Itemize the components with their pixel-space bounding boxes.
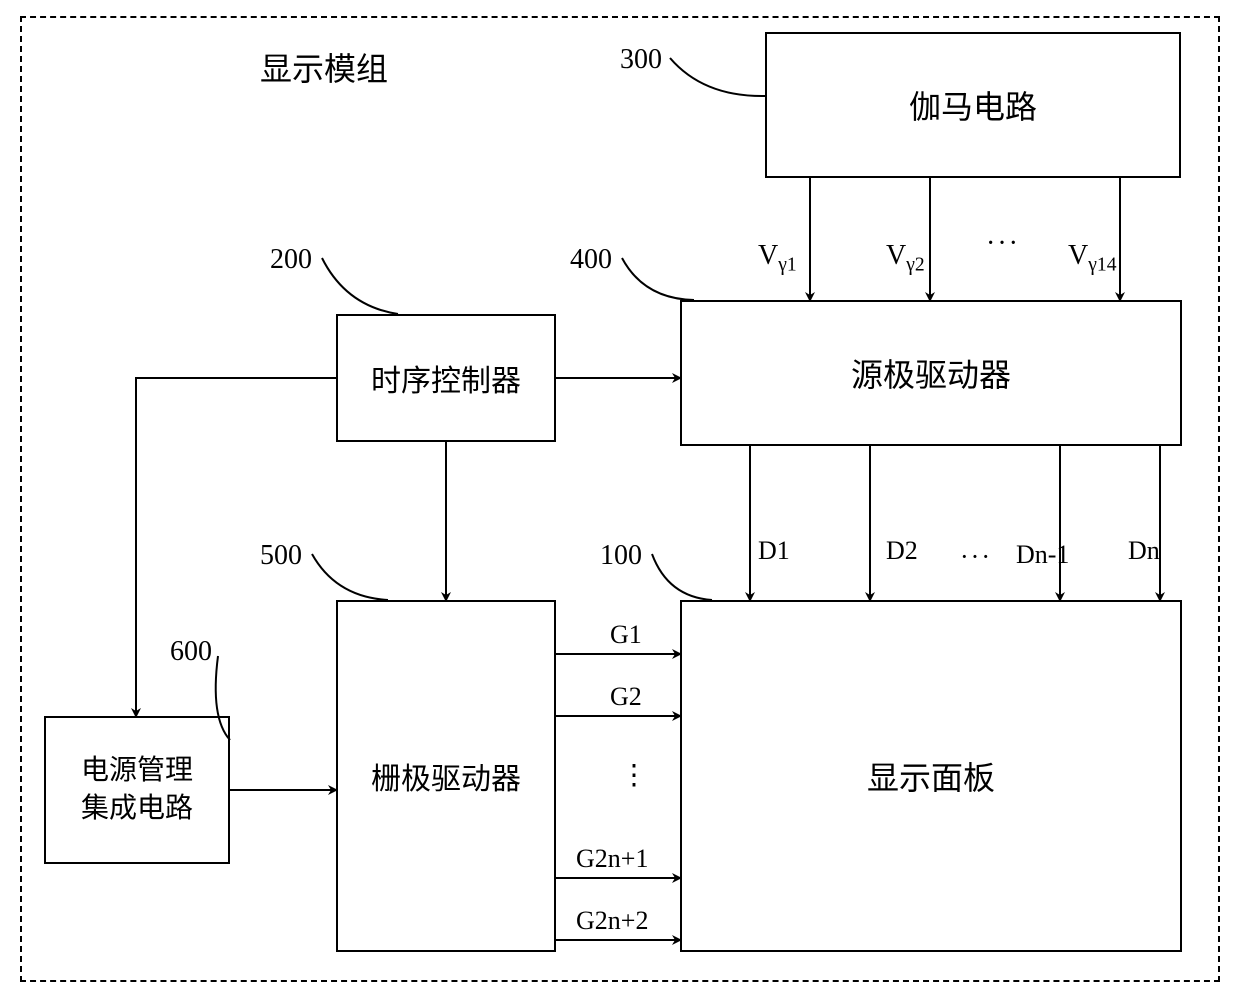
- signal-Vg2: Vγ2: [886, 240, 925, 277]
- signal-D1: D1: [758, 536, 790, 566]
- gamma-circuit-label: 伽马电路: [909, 82, 1037, 128]
- diagram-canvas: 显示模组 伽马电路 时序控制器 源极驱动器 栅极驱动器 显示面板 电源管理 集成…: [0, 0, 1240, 999]
- gamma-circuit-box: 伽马电路: [765, 32, 1181, 178]
- signal-D-ellipsis: ···: [960, 542, 992, 572]
- timing-controller-label: 时序控制器: [371, 356, 521, 400]
- signal-D2: D2: [886, 536, 918, 566]
- display-panel-box: 显示面板: [680, 600, 1182, 952]
- gate-driver-label: 栅极驱动器: [371, 754, 521, 798]
- signal-Vg-ellipsis: ···: [986, 228, 1020, 260]
- signal-Vg1: Vγ1: [758, 240, 797, 277]
- display-panel-label: 显示面板: [867, 753, 995, 799]
- pmic-label: 电源管理 集成电路: [81, 752, 193, 828]
- ref-300: 300: [620, 44, 662, 76]
- signal-G-ellipsis: ⋮: [620, 758, 648, 792]
- source-driver-label: 源极驱动器: [851, 350, 1011, 396]
- source-driver-box: 源极驱动器: [680, 300, 1182, 446]
- signal-Dn1: Dn-1: [1016, 540, 1069, 570]
- signal-G2n2: G2n+2: [576, 906, 648, 936]
- ref-600: 600: [170, 636, 212, 668]
- signal-Dn: Dn: [1128, 536, 1160, 566]
- timing-controller-box: 时序控制器: [336, 314, 556, 442]
- signal-G2: G2: [610, 682, 642, 712]
- pmic-box: 电源管理 集成电路: [44, 716, 230, 864]
- signal-Vg14: Vγ14: [1068, 240, 1117, 277]
- ref-200: 200: [270, 244, 312, 276]
- gate-driver-box: 栅极驱动器: [336, 600, 556, 952]
- module-title: 显示模组: [260, 44, 388, 90]
- ref-400: 400: [570, 244, 612, 276]
- signal-G2n1: G2n+1: [576, 844, 648, 874]
- ref-100: 100: [600, 540, 642, 572]
- ref-500: 500: [260, 540, 302, 572]
- signal-G1: G1: [610, 620, 642, 650]
